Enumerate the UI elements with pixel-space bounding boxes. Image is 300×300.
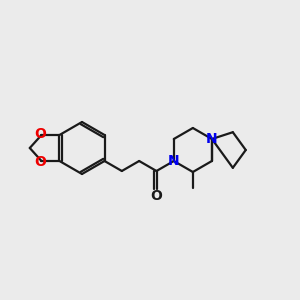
Text: O: O <box>34 155 46 169</box>
Text: N: N <box>206 132 218 146</box>
Text: O: O <box>34 127 46 141</box>
Text: N: N <box>168 154 180 168</box>
Text: O: O <box>151 189 162 203</box>
